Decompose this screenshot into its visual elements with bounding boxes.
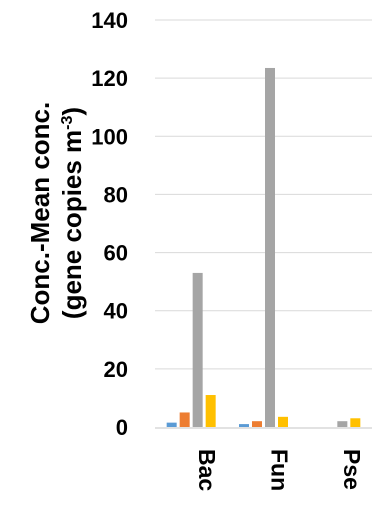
y-axis-label: Conc.-Mean conc. (gene copies m-3) xyxy=(25,102,87,324)
x-axis-categories: Bac Fun Pse xyxy=(194,449,365,491)
bar-fun-series-4 xyxy=(278,416,288,427)
y-axis-label-unit-exponent: -3 xyxy=(59,115,76,129)
bar-pse-series-4 xyxy=(350,418,361,427)
x-category-label-fun: Fun xyxy=(267,449,293,491)
y-tick-label: 0 xyxy=(116,415,128,440)
y-tick-label: 80 xyxy=(104,182,128,207)
x-category-label-pse: Pse xyxy=(339,449,365,490)
y-tick-label: 120 xyxy=(91,66,128,91)
y-tick-label: 140 xyxy=(91,8,128,33)
y-tick-label: 20 xyxy=(104,357,128,382)
y-axis-label-line2-close: ) xyxy=(57,107,87,116)
bar-bac-series-2 xyxy=(179,412,190,427)
bar-fun-series-3 xyxy=(265,67,275,427)
y-tick-label: 40 xyxy=(104,299,128,324)
y-tick-label: 60 xyxy=(104,241,128,266)
bar-bac-series-1 xyxy=(166,422,177,427)
bar-bac-series-3 xyxy=(192,272,203,427)
x-category-label-bac: Bac xyxy=(194,449,220,491)
y-axis-label-line2-main: (gene copies m xyxy=(57,130,87,319)
bar-pse-series-3 xyxy=(337,421,348,427)
gridlines xyxy=(155,19,372,370)
bar-fun-series-1 xyxy=(239,424,249,427)
y-tick-label: 100 xyxy=(91,124,128,149)
bars xyxy=(166,67,361,427)
bar-fun-series-2 xyxy=(252,421,262,427)
y-axis-ticks: 0 20 40 60 80 100 120 140 xyxy=(91,8,128,440)
y-axis-label-line2: (gene copies m-3) xyxy=(57,107,87,319)
bar-bac-series-4 xyxy=(205,395,216,427)
y-axis-label-line1: Conc.-Mean conc. xyxy=(25,102,55,324)
